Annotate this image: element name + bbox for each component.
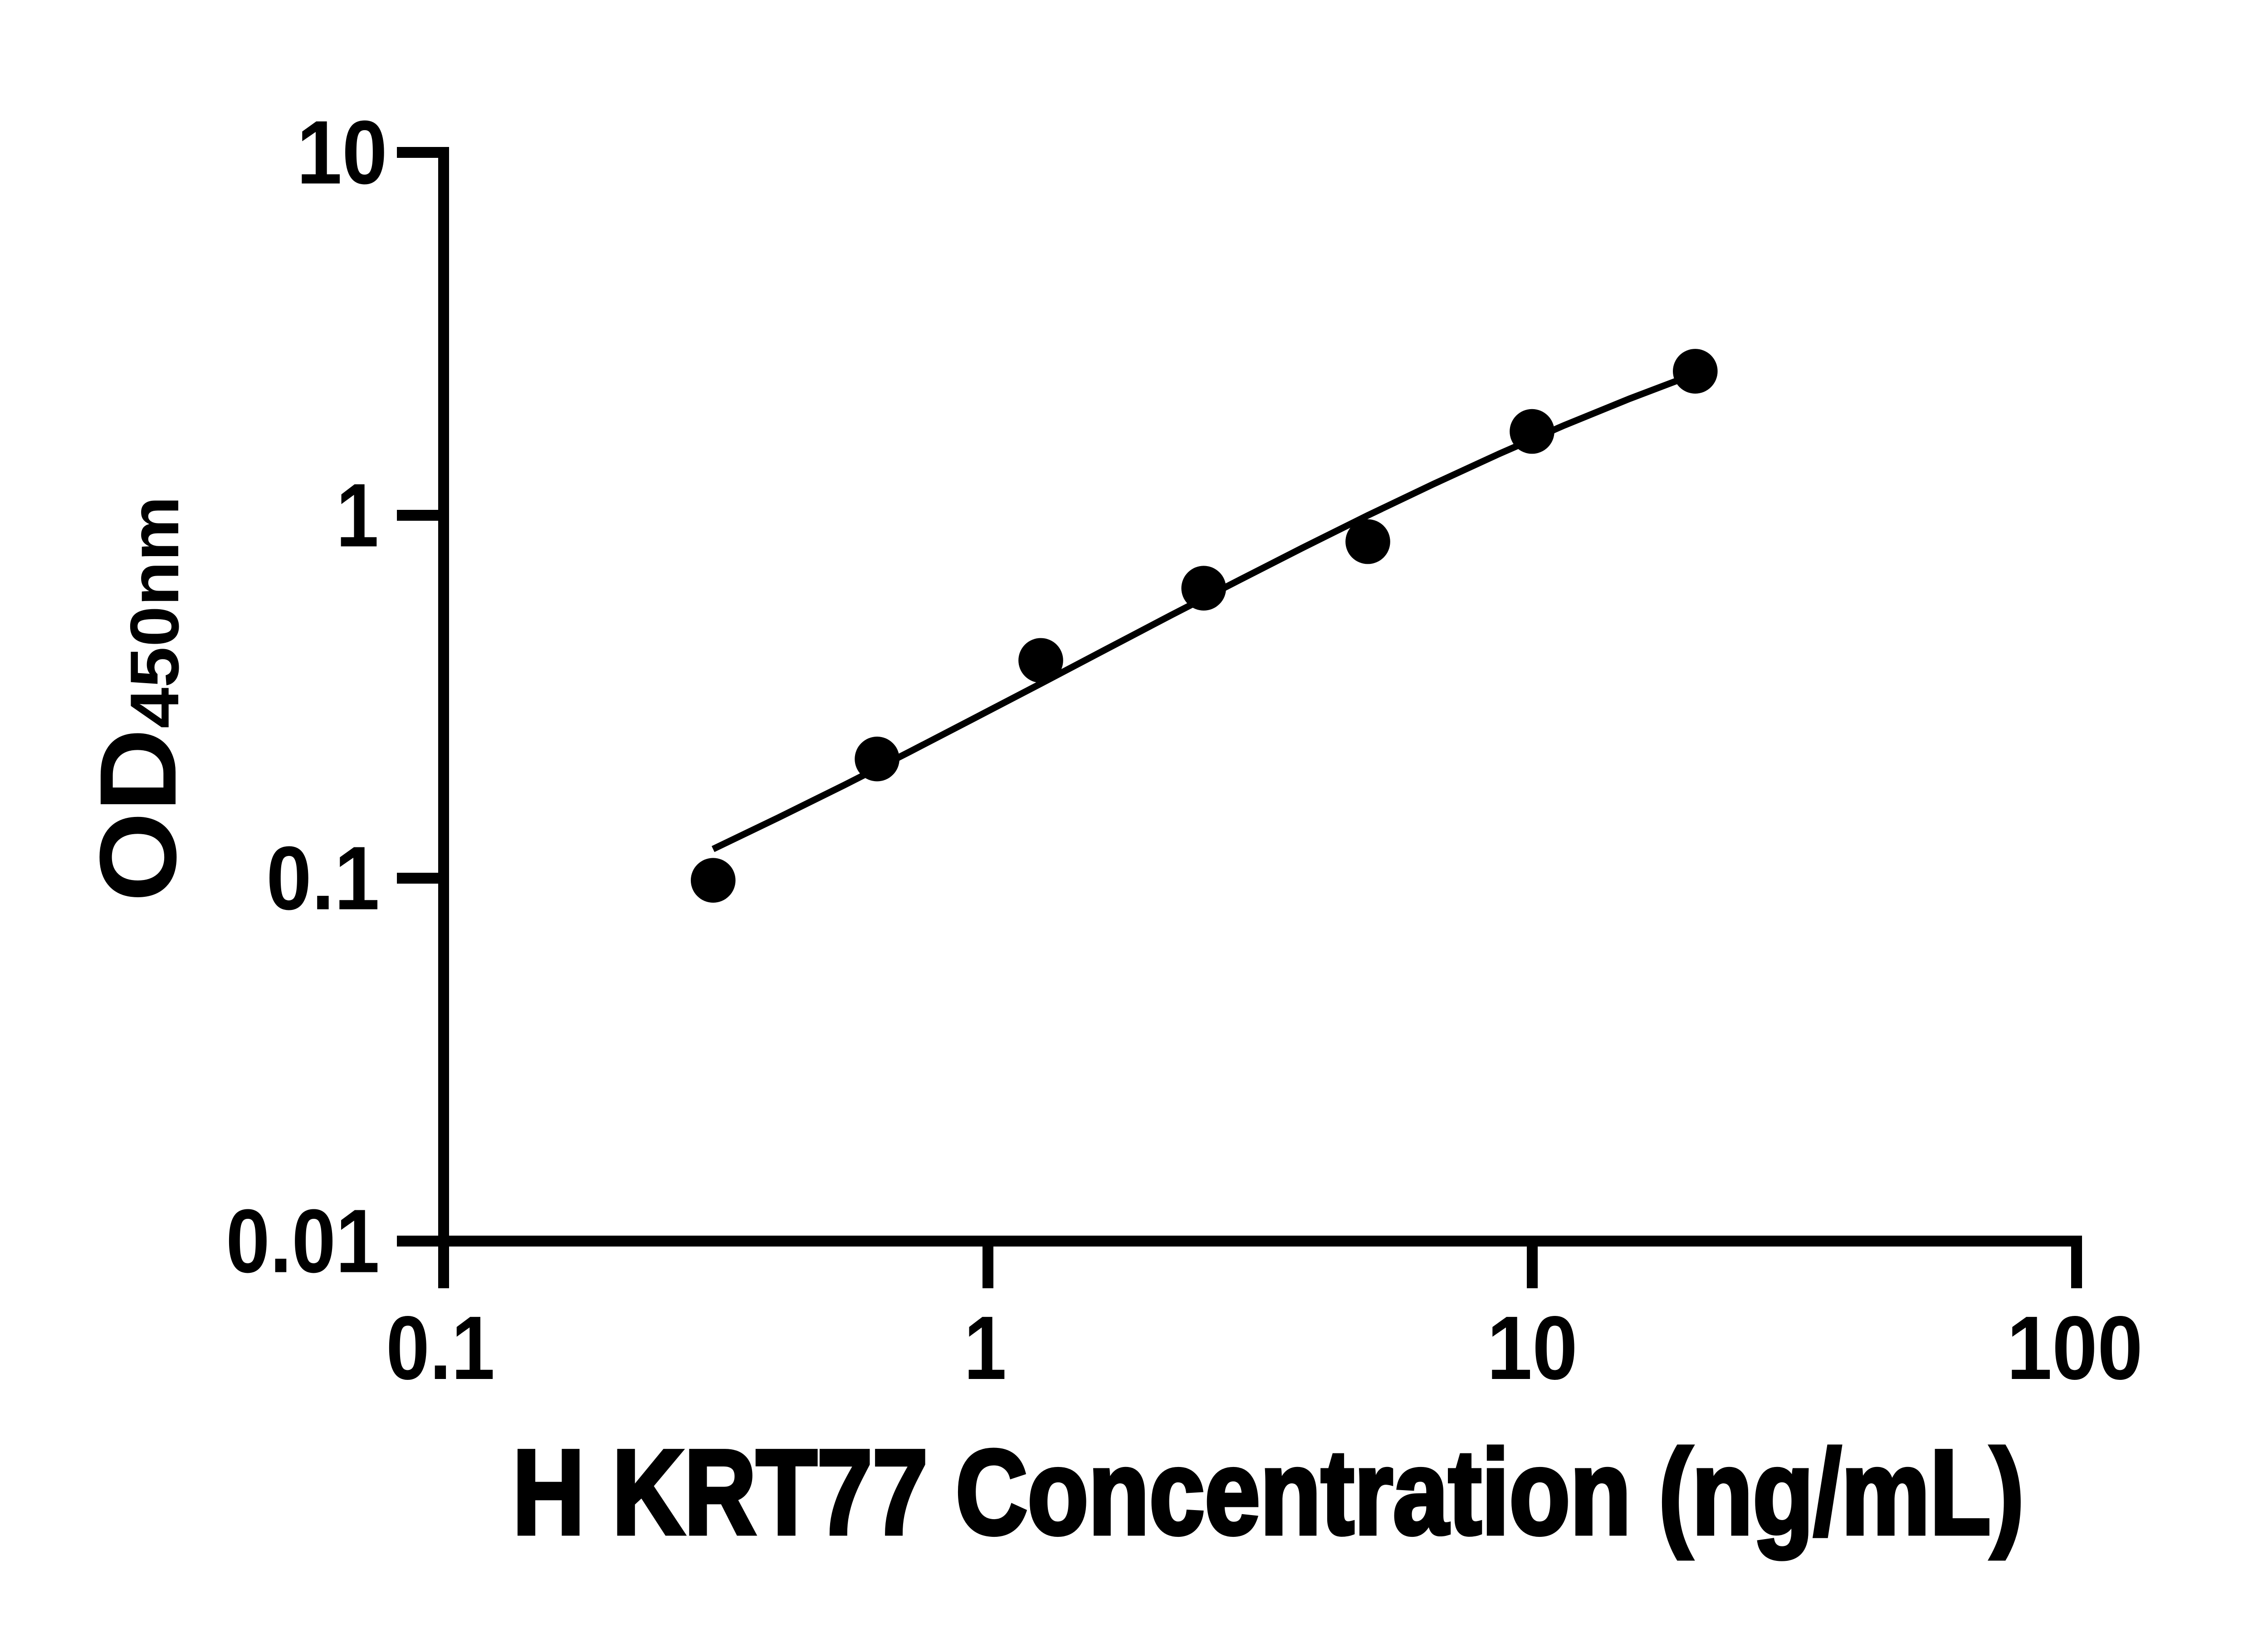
svg-text:0.1: 0.1	[386, 1298, 495, 1398]
svg-text:0.01: 0.01	[226, 1191, 380, 1292]
svg-text:10: 10	[1487, 1298, 1578, 1398]
svg-text:1: 1	[964, 1298, 1007, 1398]
svg-text:100: 100	[2007, 1298, 2143, 1398]
svg-text:10: 10	[297, 103, 387, 203]
svg-text:1: 1	[336, 465, 379, 566]
svg-text:H KRT77 Concentration (ng/mL): H KRT77 Concentration (ng/mL)	[513, 1425, 2024, 1560]
svg-text:0.1: 0.1	[266, 828, 380, 929]
